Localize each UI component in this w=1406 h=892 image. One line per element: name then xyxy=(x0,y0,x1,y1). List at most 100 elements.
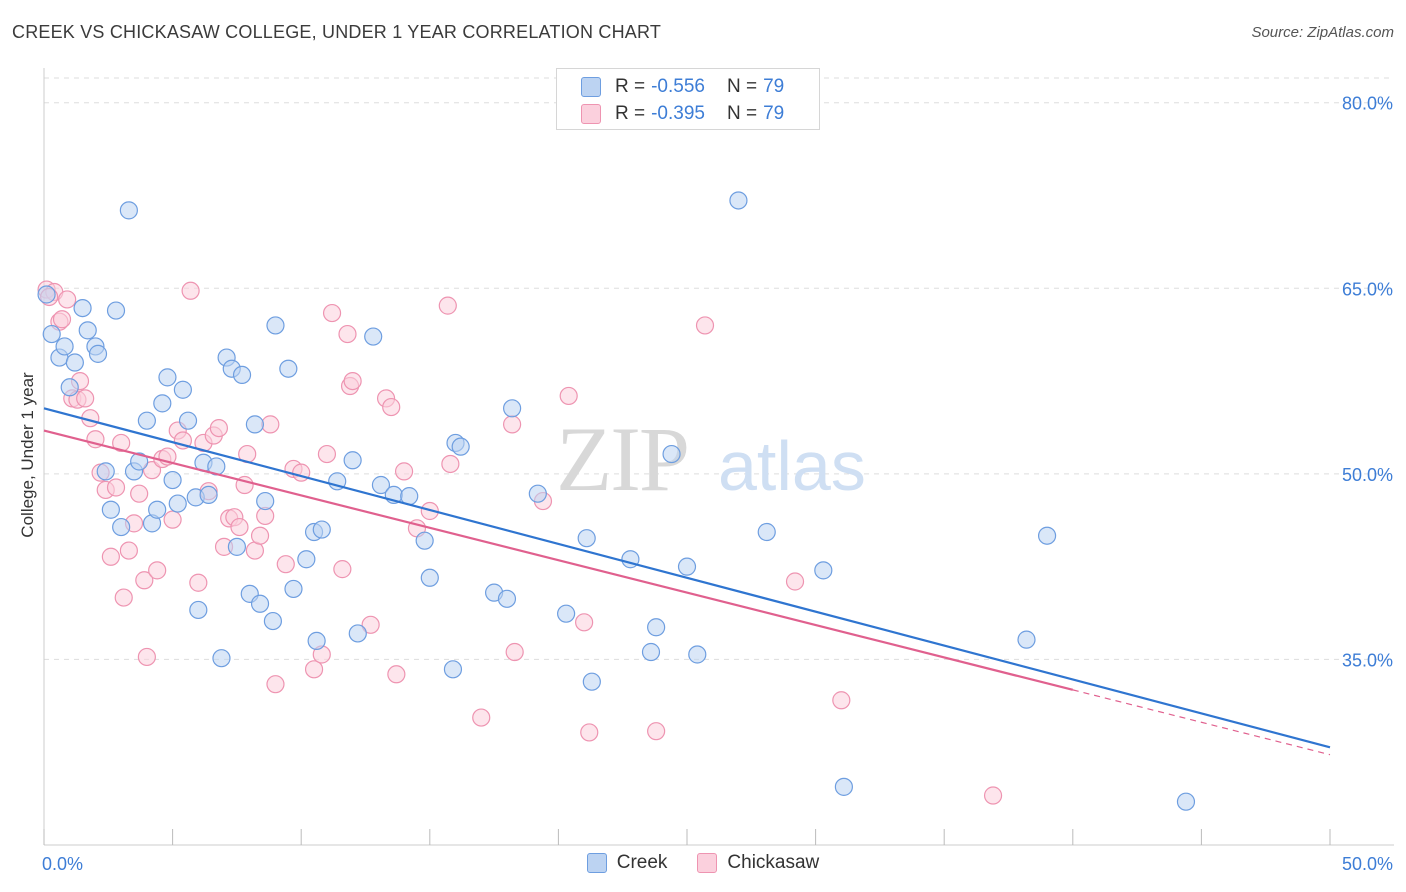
creek-point xyxy=(263,611,283,631)
chickasaw-point xyxy=(266,675,285,694)
creek-point xyxy=(348,624,367,643)
trend-layer xyxy=(43,407,1331,756)
chickasaw-point xyxy=(333,560,352,579)
chickasaw-point xyxy=(230,517,249,537)
creek-point xyxy=(307,631,326,650)
creek-point xyxy=(163,470,182,490)
creek-point xyxy=(158,368,177,387)
chickasaw-point xyxy=(580,723,599,742)
chickasaw-point xyxy=(438,296,457,315)
chickasaw-trend-line xyxy=(43,429,1074,691)
chickasaw-point xyxy=(382,397,401,417)
creek-point xyxy=(677,557,697,576)
creek-point xyxy=(78,321,97,340)
watermark-atlas: atlas xyxy=(718,427,866,505)
y-tick-label: 50.0% xyxy=(1342,465,1393,485)
chickasaw-point xyxy=(137,647,156,667)
creek-point xyxy=(130,452,149,471)
chickasaw-point xyxy=(101,547,120,566)
creek-swatch xyxy=(581,77,601,97)
x-tick-label: 0.0% xyxy=(42,854,83,874)
chickasaw-point xyxy=(135,571,154,590)
chickasaw-point xyxy=(575,613,594,632)
creek-point xyxy=(266,316,285,335)
y-tick-label: 35.0% xyxy=(1342,650,1393,670)
creek-point xyxy=(137,411,156,430)
legend-item-creek[interactable]: Creek xyxy=(586,852,667,874)
creek-point xyxy=(153,394,172,413)
creek-point xyxy=(497,589,517,608)
creek-point xyxy=(662,444,681,464)
creek-point xyxy=(503,399,522,418)
creek-point xyxy=(364,327,383,346)
chickasaw-point xyxy=(343,371,362,391)
chickasaw-point xyxy=(441,454,460,474)
creek-point xyxy=(148,500,167,519)
creek-point xyxy=(106,301,126,320)
chickasaw-point xyxy=(503,415,522,434)
creek-point xyxy=(641,642,661,662)
chickasaw-point xyxy=(317,444,337,464)
creek-point xyxy=(96,462,115,481)
creek-point xyxy=(1017,630,1036,649)
chickasaw-point xyxy=(695,316,715,335)
creek-point xyxy=(119,201,138,220)
creek-point xyxy=(1176,792,1196,811)
chickasaw-point xyxy=(106,478,126,497)
chickasaw-point xyxy=(76,389,95,408)
tick-labels: 80.0% 65.0% 50.0% 35.0% 0.0% 50.0% xyxy=(42,94,1393,874)
creek-point xyxy=(199,485,218,505)
chickasaw-point xyxy=(322,303,342,323)
chickasaw-legend-label: Chickasaw xyxy=(727,852,820,873)
chickasaw-point xyxy=(304,660,324,679)
creek-point xyxy=(178,411,198,430)
creek-point xyxy=(557,604,576,623)
creek-point xyxy=(37,285,56,304)
creek-point xyxy=(582,672,601,691)
creek-point xyxy=(757,522,776,542)
creek-point xyxy=(250,594,270,613)
chickasaw-point xyxy=(52,310,72,329)
source-credit: Source: ZipAtlas.com xyxy=(1251,24,1394,41)
r-value-creek: -0.556 xyxy=(651,76,705,97)
chickasaw-point xyxy=(983,786,1003,805)
legend-item-chickasaw[interactable]: Chickasaw xyxy=(697,852,819,874)
creek-point xyxy=(312,520,331,539)
creek-point xyxy=(189,600,208,620)
chickasaw-point xyxy=(338,324,357,344)
creek-point xyxy=(279,359,298,378)
chickasaw-point xyxy=(261,415,280,434)
r-label: R = xyxy=(615,103,646,124)
chickasaw-point xyxy=(647,722,666,741)
r-label: R = xyxy=(615,76,646,97)
chickasaw-point xyxy=(276,555,295,574)
chickasaw-point xyxy=(505,642,524,662)
creek-point xyxy=(60,378,79,397)
n-value-creek: 79 xyxy=(763,76,785,97)
chickasaw-point xyxy=(112,433,131,453)
creek-point xyxy=(688,645,707,664)
creek-point xyxy=(42,324,61,344)
creek-point xyxy=(814,561,833,580)
creek-point xyxy=(284,579,303,599)
n-label: N = xyxy=(726,103,758,124)
chickasaw-point xyxy=(148,561,167,580)
chickasaw-point xyxy=(58,290,77,309)
creek-point xyxy=(528,484,547,503)
creek-trend-line xyxy=(43,407,1331,749)
chickasaw-point xyxy=(163,510,182,529)
chickasaw-point xyxy=(189,573,208,592)
chickasaw-point xyxy=(387,665,406,684)
creek-point xyxy=(451,437,470,456)
creek-point xyxy=(577,529,596,548)
chickasaw-trend-extension xyxy=(1072,689,1331,756)
creek-point xyxy=(420,568,439,587)
chickasaw-point xyxy=(785,572,805,591)
watermark: ZIP atlas xyxy=(556,408,866,510)
axes-layer xyxy=(43,68,1394,846)
points-layer xyxy=(37,191,1196,811)
x-tick-label: 50.0% xyxy=(1342,854,1393,874)
creek-point xyxy=(256,491,275,511)
creek-point xyxy=(371,475,391,495)
